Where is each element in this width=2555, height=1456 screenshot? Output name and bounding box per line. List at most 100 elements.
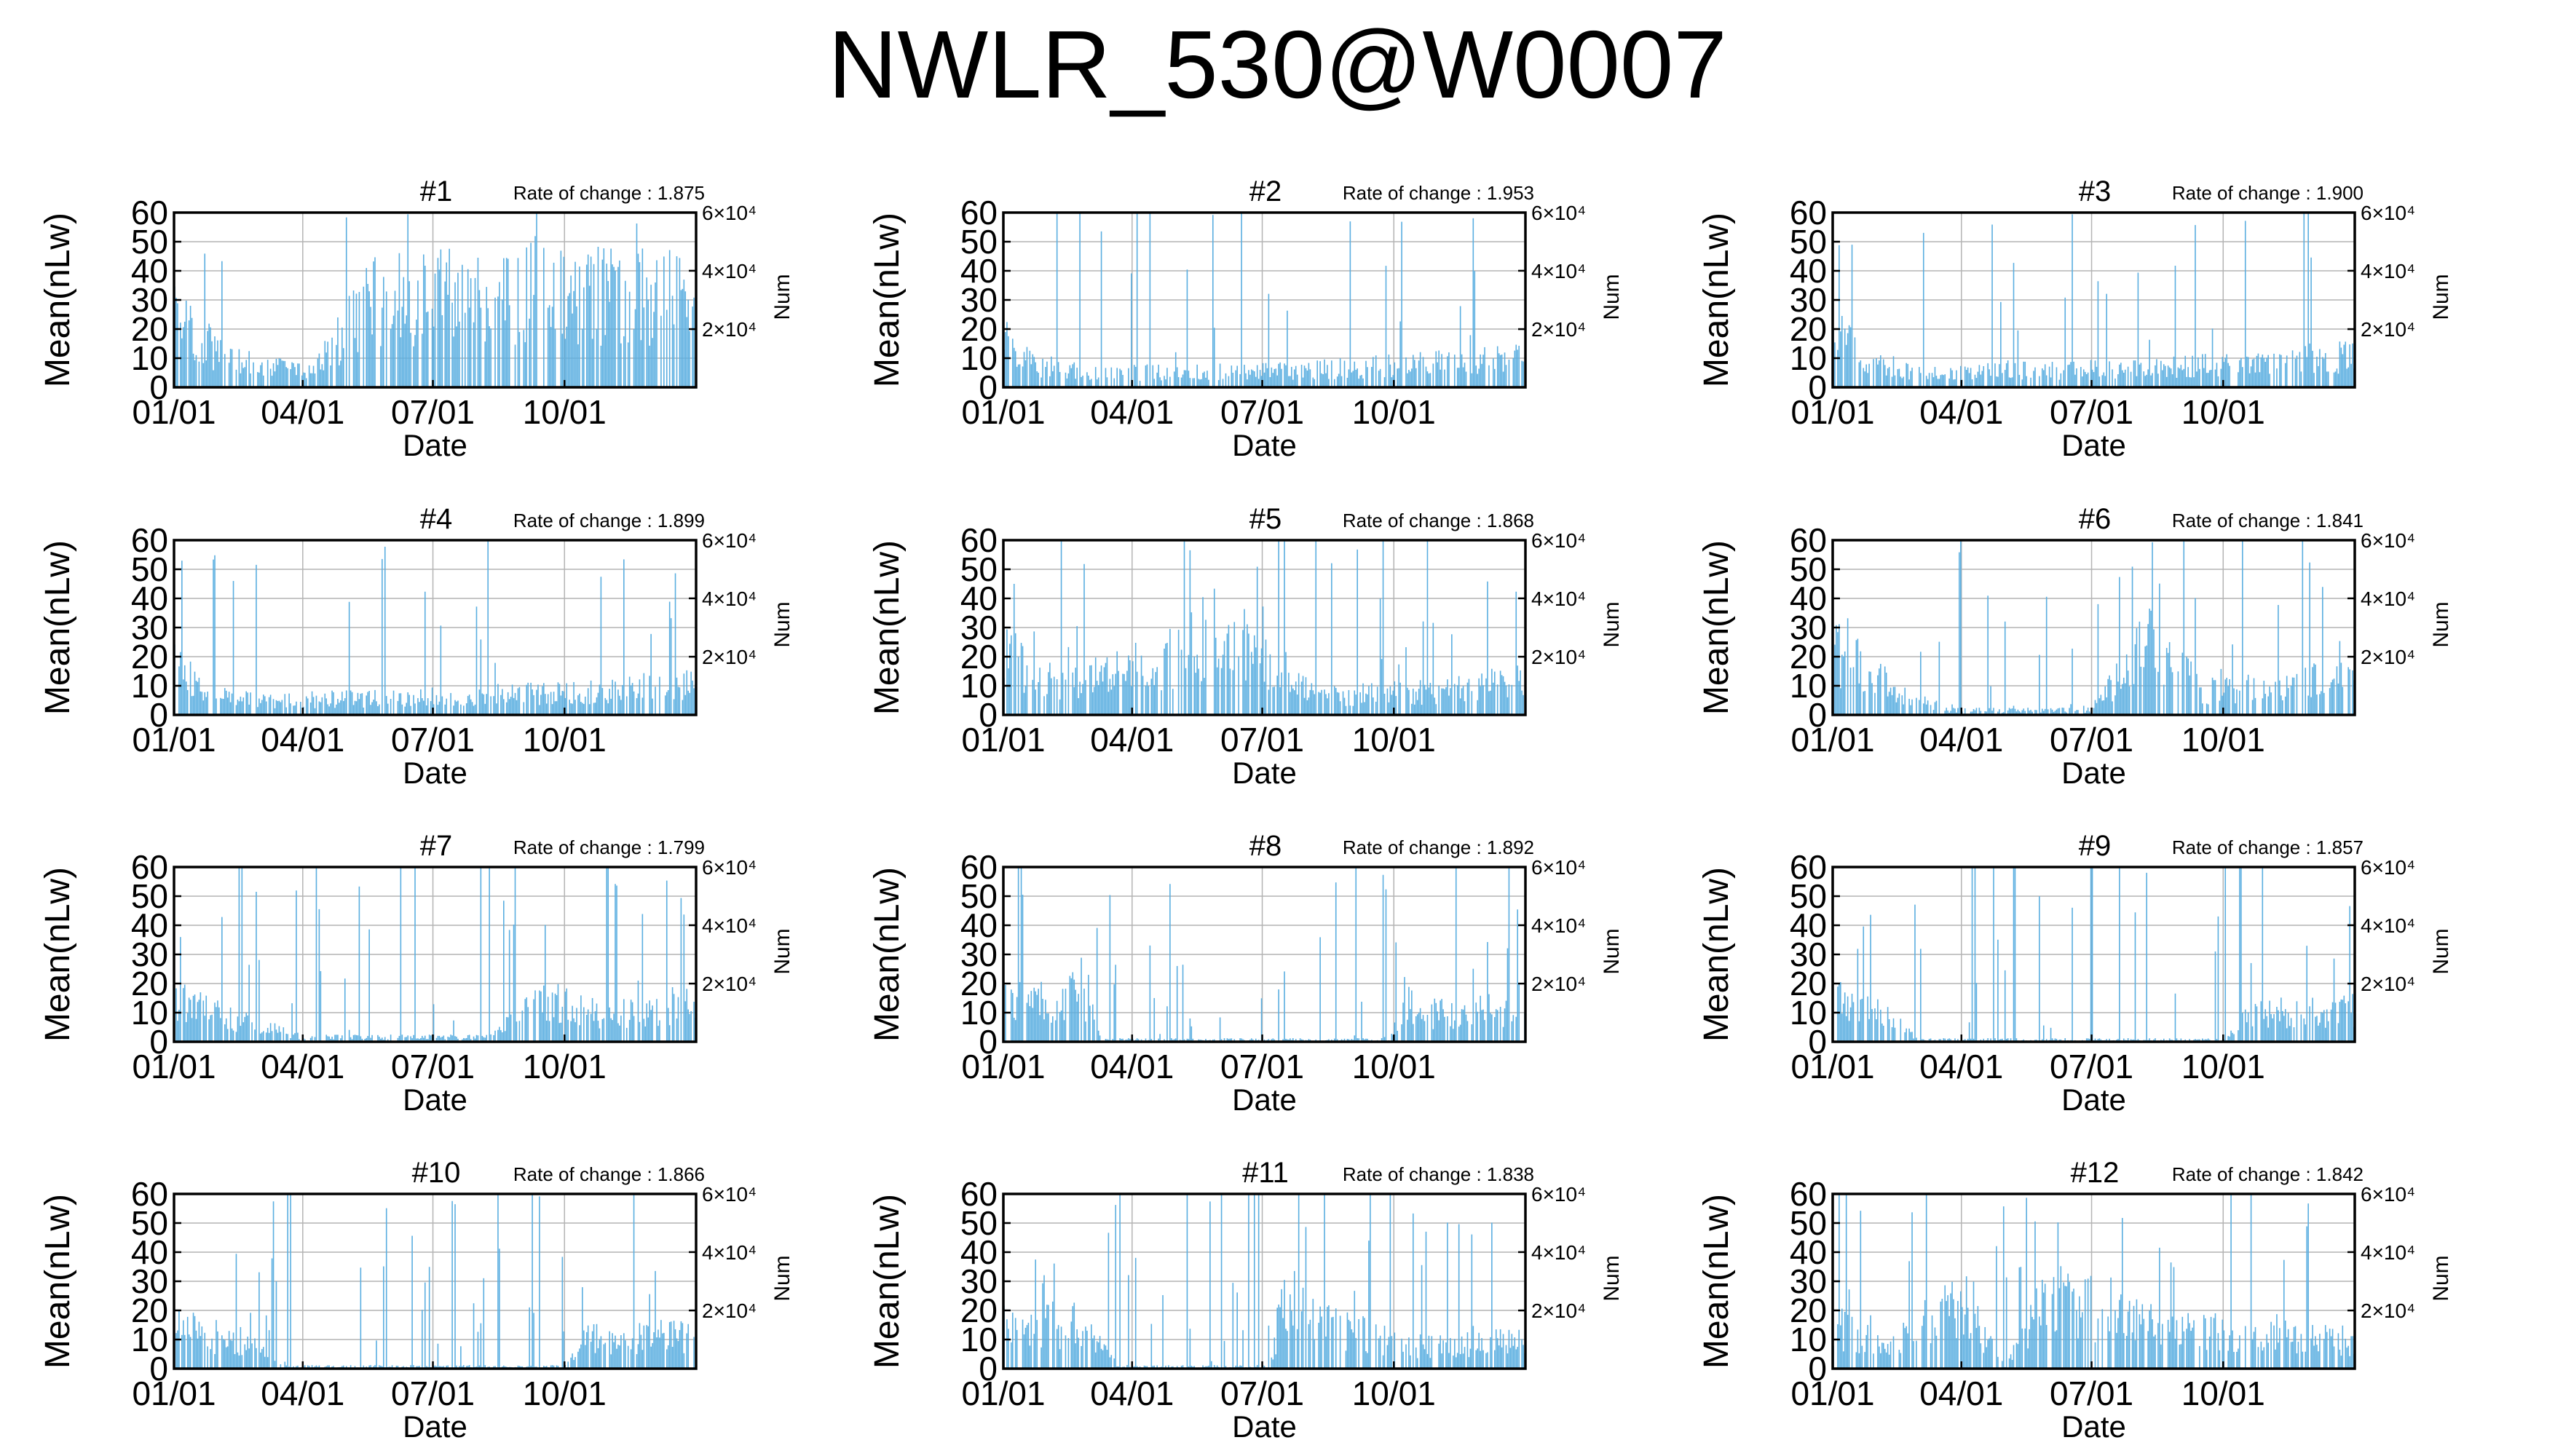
- panel-title: #9: [2079, 830, 2112, 862]
- x-tick-label: 07/01: [391, 393, 475, 431]
- y-tick-label: 20: [960, 638, 998, 676]
- rate-of-change: Rate of change : 1.842: [2172, 1163, 2364, 1185]
- y-tick-label: 30: [960, 1262, 998, 1300]
- y-tick-label: 30: [960, 609, 998, 646]
- panel-title: #10: [412, 1157, 461, 1189]
- y2-tick-label: 2×10⁴: [1531, 1299, 1586, 1322]
- y-tick-label: 50: [960, 223, 998, 261]
- y2-axis-label: Num: [770, 928, 794, 974]
- x-tick-label: 04/01: [1919, 393, 2003, 431]
- y2-tick-label: 6×10⁴: [2361, 529, 2415, 552]
- y-tick-label: 50: [131, 877, 168, 915]
- x-tick-label: 10/01: [1352, 393, 1436, 431]
- rate-of-change: Rate of change : 1.868: [1343, 510, 1534, 531]
- x-tick-label: 10/01: [2181, 1374, 2265, 1412]
- x-tick-label: 10/01: [1352, 1374, 1436, 1412]
- y-tick-label: 50: [131, 550, 168, 588]
- x-axis-label: Date: [2061, 428, 2126, 462]
- y-tick-label: 30: [131, 281, 168, 319]
- y-axis-label: Mean(nLw): [868, 213, 907, 387]
- y2-tick-label: 4×10⁴: [1531, 914, 1586, 937]
- y2-tick-label: 6×10⁴: [702, 856, 757, 879]
- x-tick-label: 04/01: [261, 721, 344, 759]
- x-tick-label: 10/01: [2181, 393, 2265, 431]
- y-tick-label: 50: [1790, 223, 1827, 261]
- x-tick-label: 07/01: [2050, 1048, 2133, 1085]
- x-axis-label: Date: [1232, 756, 1297, 790]
- y2-tick-label: 4×10⁴: [1531, 260, 1586, 282]
- y-tick-label: 40: [960, 252, 998, 290]
- y2-tick-label: 6×10⁴: [2361, 856, 2415, 879]
- x-axis-label: Date: [1232, 1409, 1297, 1444]
- x-tick-label: 07/01: [1220, 721, 1304, 759]
- rate-of-change: Rate of change : 1.841: [2172, 510, 2364, 531]
- page-title: NWLR_530@W0007: [828, 11, 1727, 118]
- y2-tick-label: 2×10⁴: [1531, 973, 1586, 995]
- x-tick-label: 04/01: [1919, 1048, 2003, 1085]
- y-tick-label: 20: [131, 965, 168, 1002]
- x-tick-label: 01/01: [961, 1374, 1045, 1412]
- y-tick-label: 10: [131, 1321, 168, 1358]
- y-tick-label: 40: [1790, 579, 1827, 617]
- y-tick-label: 40: [960, 579, 998, 617]
- y-axis-label: Mean(nLw): [39, 867, 77, 1042]
- y-tick-label: 30: [1790, 281, 1827, 319]
- y-tick-label: 50: [131, 1204, 168, 1242]
- y-tick-label: 30: [960, 935, 998, 973]
- y-tick-label: 20: [131, 1291, 168, 1329]
- y2-tick-label: 4×10⁴: [2361, 1241, 2415, 1264]
- y2-tick-label: 4×10⁴: [2361, 260, 2415, 282]
- y-tick-label: 60: [131, 194, 168, 232]
- y-tick-label: 0: [979, 1023, 998, 1061]
- y-tick-label: 30: [131, 609, 168, 646]
- y2-tick-label: 6×10⁴: [702, 529, 757, 552]
- x-tick-label: 01/01: [961, 1048, 1045, 1085]
- y-tick-label: 10: [960, 1321, 998, 1358]
- rate-of-change: Rate of change : 1.857: [2172, 836, 2364, 858]
- rate-of-change: Rate of change : 1.899: [513, 510, 705, 531]
- y-tick-label: 60: [131, 1175, 168, 1213]
- panel-title: #1: [420, 175, 453, 207]
- y2-tick-label: 4×10⁴: [2361, 914, 2415, 937]
- panel-title: #2: [1249, 175, 1282, 207]
- y-tick-label: 50: [1790, 877, 1827, 915]
- y-tick-label: 30: [1790, 609, 1827, 646]
- x-tick-label: 01/01: [1790, 1374, 1874, 1412]
- x-tick-label: 01/01: [132, 1374, 216, 1412]
- panel-title: #12: [2071, 1157, 2120, 1189]
- y-tick-label: 30: [131, 1262, 168, 1300]
- x-axis-label: Date: [403, 1409, 467, 1444]
- x-tick-label: 01/01: [961, 721, 1045, 759]
- y2-tick-label: 2×10⁴: [1531, 646, 1586, 668]
- x-axis-label: Date: [1232, 1083, 1297, 1117]
- panel-title: #5: [1249, 503, 1282, 535]
- x-tick-label: 01/01: [961, 393, 1045, 431]
- y-tick-label: 10: [960, 667, 998, 705]
- rate-of-change: Rate of change : 1.799: [513, 836, 705, 858]
- y2-tick-label: 2×10⁴: [2361, 318, 2415, 341]
- y-tick-label: 30: [1790, 935, 1827, 973]
- y-tick-label: 60: [960, 521, 998, 559]
- y-tick-label: 60: [1790, 521, 1827, 559]
- y2-axis-label: Num: [1600, 274, 1624, 320]
- y-tick-label: 0: [1808, 368, 1827, 406]
- y2-tick-label: 2×10⁴: [702, 973, 757, 995]
- y-tick-label: 50: [960, 1204, 998, 1242]
- y2-tick-label: 4×10⁴: [1531, 587, 1586, 610]
- x-tick-label: 07/01: [2050, 393, 2133, 431]
- y-tick-label: 0: [979, 368, 998, 406]
- x-tick-label: 04/01: [261, 393, 344, 431]
- y2-tick-label: 4×10⁴: [702, 260, 757, 282]
- y2-tick-label: 2×10⁴: [702, 1299, 757, 1322]
- y-tick-label: 20: [1790, 965, 1827, 1002]
- y-tick-label: 60: [960, 194, 998, 232]
- x-tick-label: 10/01: [1352, 1048, 1436, 1085]
- y2-tick-label: 2×10⁴: [702, 318, 757, 341]
